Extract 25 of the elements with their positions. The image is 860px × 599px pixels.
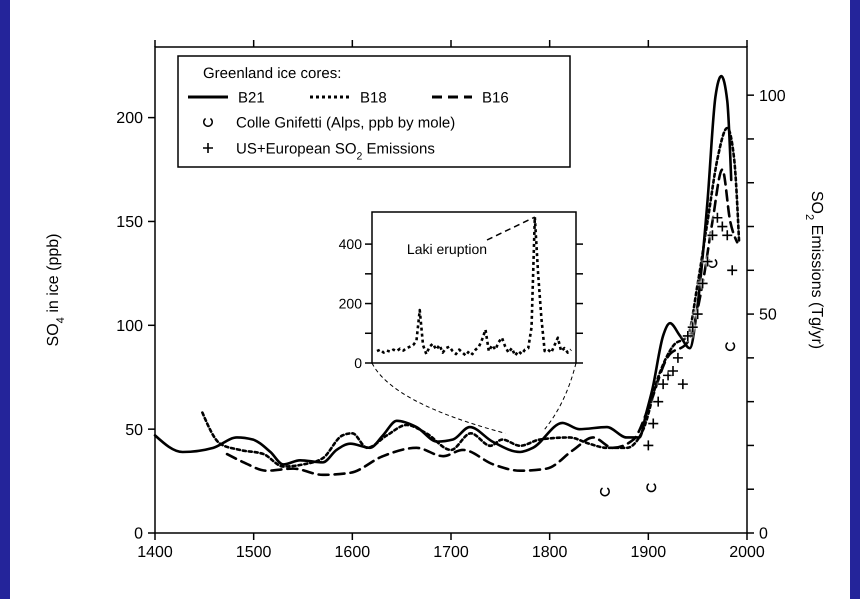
legend-label: B16 <box>482 89 509 106</box>
x-tick-label: 1600 <box>334 544 370 561</box>
y-tick-label: 400 <box>338 236 362 252</box>
x-tick-label: 1500 <box>236 544 272 561</box>
annotation: Laki eruption <box>406 241 488 257</box>
legend-label: B21 <box>238 89 265 106</box>
legend-label: Colle Gnifetti (Alps, ppb by mole) <box>236 114 456 132</box>
y2-tick-label: 50 <box>759 306 777 324</box>
x-tick-label: 1400 <box>137 544 173 561</box>
y-tick-label: 0 <box>354 354 362 371</box>
y-tick-label: 150 <box>116 214 144 232</box>
y-tick-label: 100 <box>116 318 144 335</box>
x-tick-label: 1900 <box>630 544 666 561</box>
y-tick-label: 200 <box>338 295 362 312</box>
legend-title: Greenland ice cores: <box>203 65 342 82</box>
y2-tick-label: 0 <box>759 526 768 543</box>
legend-label: US+European SO$_{2}$ Emissions <box>236 140 435 162</box>
x-tick-label: 2000 <box>729 544 765 561</box>
x-tick-label: 1700 <box>433 544 469 561</box>
y-tick-label: 0 <box>134 526 144 543</box>
y-tick-label: 200 <box>116 110 144 128</box>
x-tick-label: 1800 <box>532 544 568 561</box>
legend-label: B18 <box>360 89 387 106</box>
y-tick-label: 50 <box>125 422 144 439</box>
y2-tick-label: 100 <box>759 88 786 105</box>
